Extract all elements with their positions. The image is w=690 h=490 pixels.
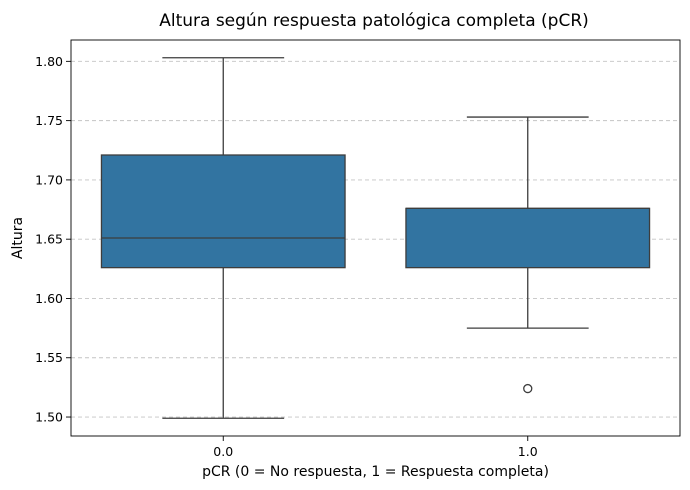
box-iqr xyxy=(405,207,651,269)
box-group xyxy=(100,57,346,419)
x-tick-label: 0.0 xyxy=(213,444,233,459)
box-group xyxy=(405,116,651,394)
y-axis-ticks: 1.50 1.55 1.60 1.65 1.70 1.75 1.80 xyxy=(35,54,71,425)
y-tick-label: 1.50 xyxy=(35,410,63,425)
x-axis-ticks: 0.0 1.0 xyxy=(213,436,538,459)
y-tick-label: 1.70 xyxy=(35,172,63,187)
x-tick-label: 1.0 xyxy=(518,444,538,459)
box-series xyxy=(100,57,651,419)
y-tick-label: 1.75 xyxy=(35,113,63,128)
plot-frame xyxy=(70,39,681,437)
chart-title: Altura según respuesta patológica comple… xyxy=(159,11,589,31)
y-tick-label: 1.60 xyxy=(35,291,63,306)
box-iqr xyxy=(100,154,346,269)
outlier-point xyxy=(523,383,533,394)
y-axis-label: Altura xyxy=(10,217,26,259)
x-axis-label: pCR (0 = No respuesta, 1 = Respuesta com… xyxy=(202,464,549,480)
y-tick-label: 1.65 xyxy=(35,232,63,247)
y-tick-label: 1.55 xyxy=(35,350,63,365)
y-tick-label: 1.80 xyxy=(35,54,63,69)
